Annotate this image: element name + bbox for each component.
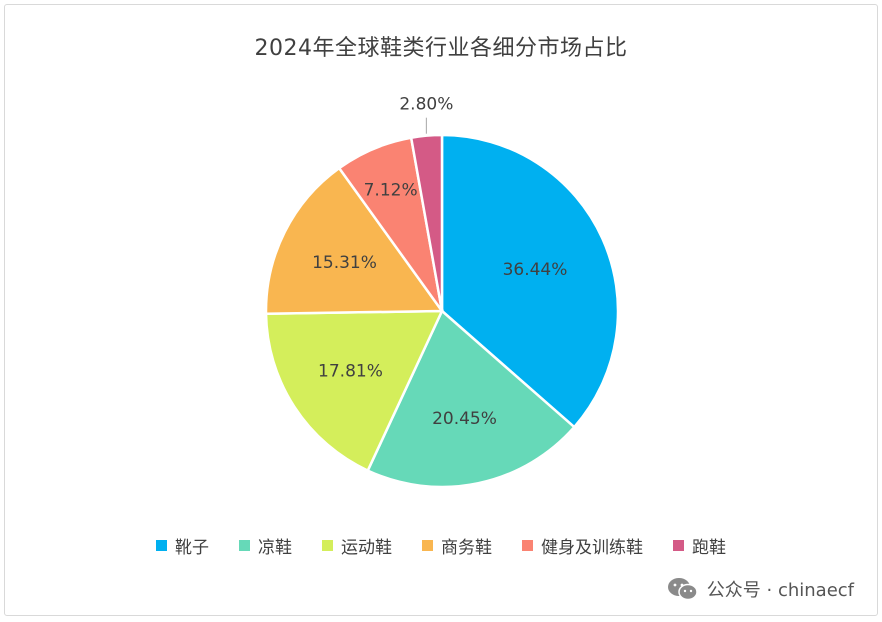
- legend-swatch: [239, 540, 250, 551]
- legend-label: 运动鞋: [341, 538, 392, 558]
- legend-item: 跑鞋: [673, 533, 726, 558]
- data-label-1: 36.44%: [503, 260, 568, 280]
- pie-slice-4: [264, 166, 445, 316]
- data-label-3: 17.81%: [318, 361, 383, 381]
- data-label-6: 2.80%: [399, 95, 453, 115]
- legend-swatch: [673, 540, 684, 551]
- pie-slice-6: [409, 133, 444, 312]
- legend-item: 凉鞋: [239, 533, 292, 558]
- pie-slice-1: [440, 133, 620, 429]
- pie-slice-2: [366, 308, 577, 489]
- chart-title: 2024年全球鞋类行业各细分市场占比: [254, 36, 628, 61]
- legend-swatch: [422, 540, 433, 551]
- legend-label: 跑鞋: [692, 538, 726, 558]
- legend-label: 凉鞋: [258, 538, 292, 558]
- legend-swatch: [522, 540, 533, 551]
- data-label-2: 20.45%: [432, 409, 497, 429]
- pie-slice-3: [264, 309, 444, 473]
- legend-swatch: [322, 540, 333, 551]
- legend-label: 健身及训练鞋: [541, 538, 643, 558]
- wechat-icon: [667, 578, 698, 601]
- data-label-5: 7.12%: [364, 180, 418, 200]
- legend-swatch: [156, 540, 167, 551]
- watermark: 公众号 · chinaecf: [667, 576, 854, 602]
- legend-label: 靴子: [175, 538, 209, 558]
- legend-item: 健身及训练鞋: [522, 533, 643, 558]
- watermark-text: 公众号 · chinaecf: [706, 580, 854, 601]
- legend-item: 商务鞋: [422, 533, 492, 558]
- chart-legend: 靴子 凉鞋 运动鞋 商务鞋 健身及训练鞋 跑鞋: [0, 533, 882, 558]
- legend-label: 商务鞋: [441, 538, 492, 558]
- legend-item: 靴子: [156, 533, 209, 558]
- legend-item: 运动鞋: [322, 533, 392, 558]
- data-label-4: 15.31%: [312, 253, 377, 273]
